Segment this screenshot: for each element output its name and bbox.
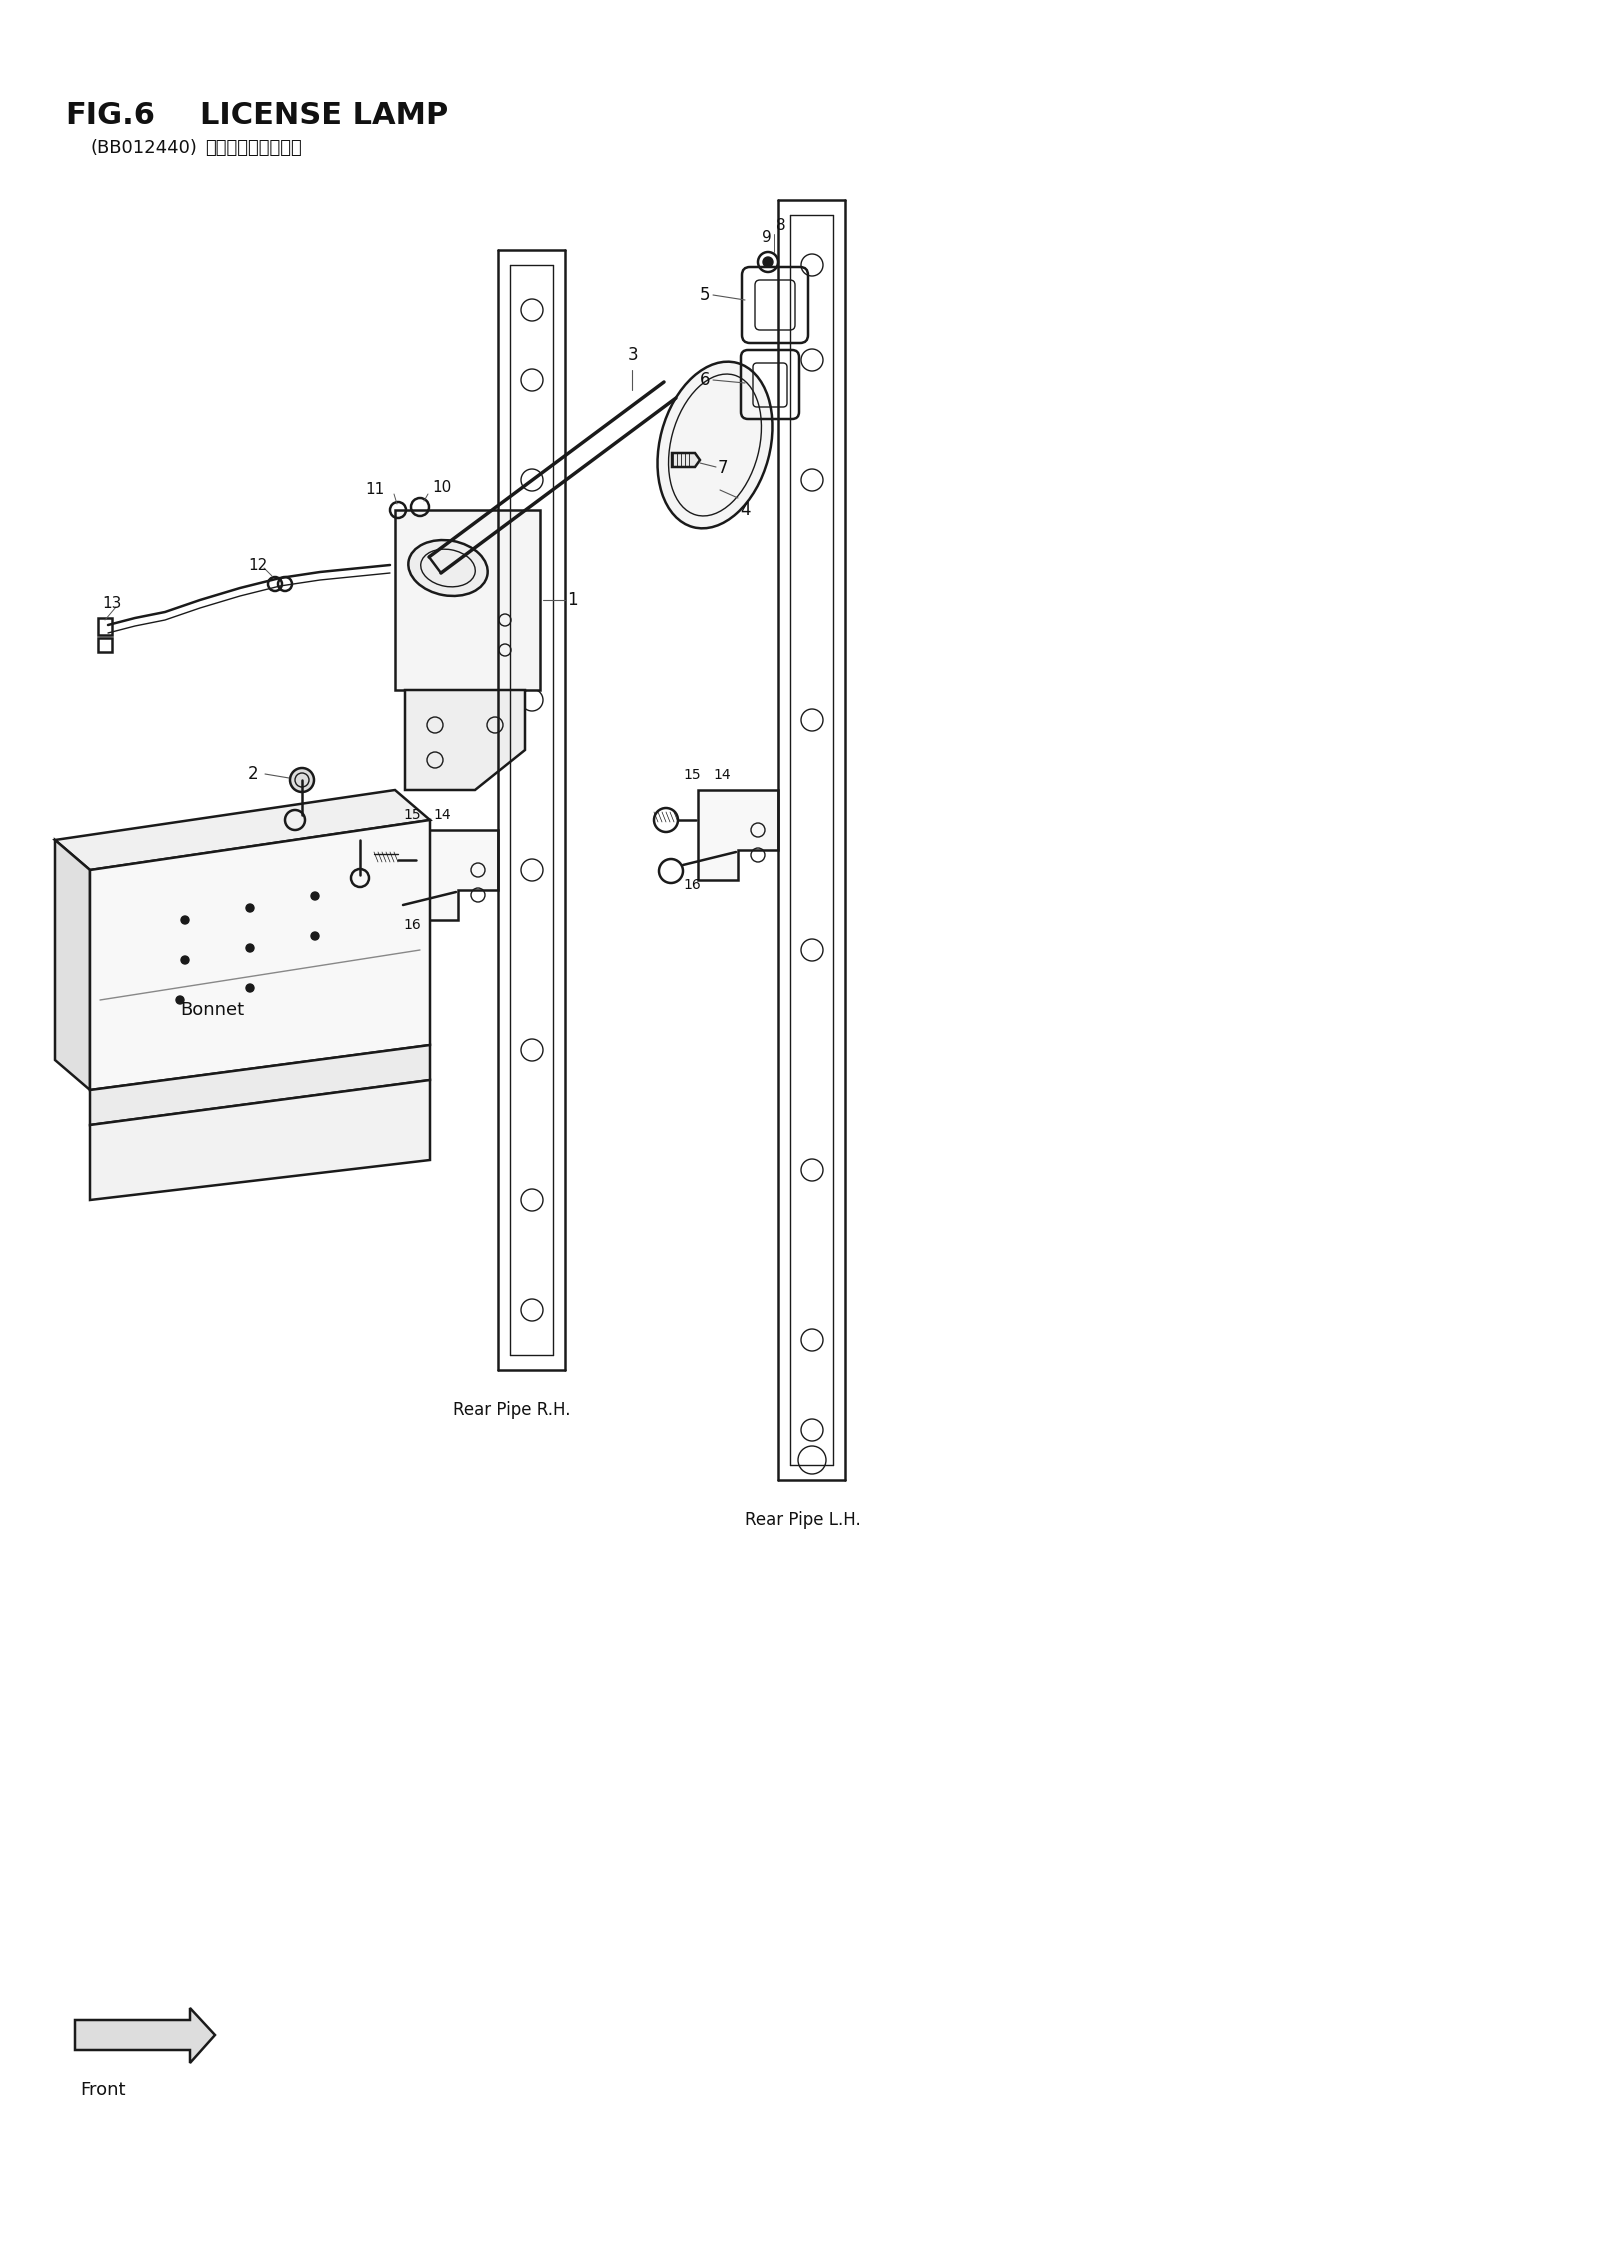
Circle shape [246,985,254,992]
Ellipse shape [658,361,773,529]
Text: (BB012440): (BB012440) [90,140,197,156]
Text: 15: 15 [403,809,421,822]
Text: 12: 12 [248,558,267,574]
Text: LICENSE LAMP: LICENSE LAMP [200,99,448,129]
Polygon shape [395,511,541,689]
Text: 1: 1 [566,592,578,610]
Text: 4: 4 [739,501,750,520]
Circle shape [181,915,189,924]
Text: ライセンスランプ゜: ライセンスランプ゜ [205,140,302,156]
Polygon shape [418,829,498,919]
Polygon shape [405,689,525,791]
Circle shape [290,768,314,793]
Circle shape [310,933,318,940]
Text: 13: 13 [102,596,122,610]
Circle shape [246,904,254,913]
Text: 14: 14 [434,809,451,822]
Text: 8: 8 [776,217,786,233]
Text: 16: 16 [683,879,701,892]
Text: Front: Front [80,2081,125,2099]
Text: Bonnet: Bonnet [179,1001,245,1019]
Polygon shape [698,791,778,881]
Polygon shape [672,454,701,468]
Polygon shape [90,1080,430,1200]
Circle shape [181,956,189,965]
Text: 7: 7 [718,459,728,477]
Polygon shape [54,840,90,1091]
Text: FIG.6: FIG.6 [66,99,155,129]
Ellipse shape [408,540,488,596]
Circle shape [763,258,773,267]
Text: 16: 16 [403,917,421,933]
Text: 2: 2 [248,766,259,784]
Text: Rear Pipe R.H.: Rear Pipe R.H. [453,1401,571,1419]
Text: 15: 15 [683,768,701,782]
Circle shape [310,892,318,899]
Text: Rear Pipe L.H.: Rear Pipe L.H. [746,1511,861,1529]
Text: 14: 14 [714,768,731,782]
Text: 11: 11 [366,483,386,497]
Polygon shape [54,791,430,870]
Text: 5: 5 [701,287,710,305]
Polygon shape [90,820,430,1091]
Text: 9: 9 [762,230,771,244]
Circle shape [246,944,254,951]
Polygon shape [90,1046,430,1125]
Circle shape [176,996,184,1003]
Text: 6: 6 [701,370,710,389]
Polygon shape [75,2008,214,2062]
Text: 10: 10 [432,481,451,495]
Text: 3: 3 [627,346,638,364]
